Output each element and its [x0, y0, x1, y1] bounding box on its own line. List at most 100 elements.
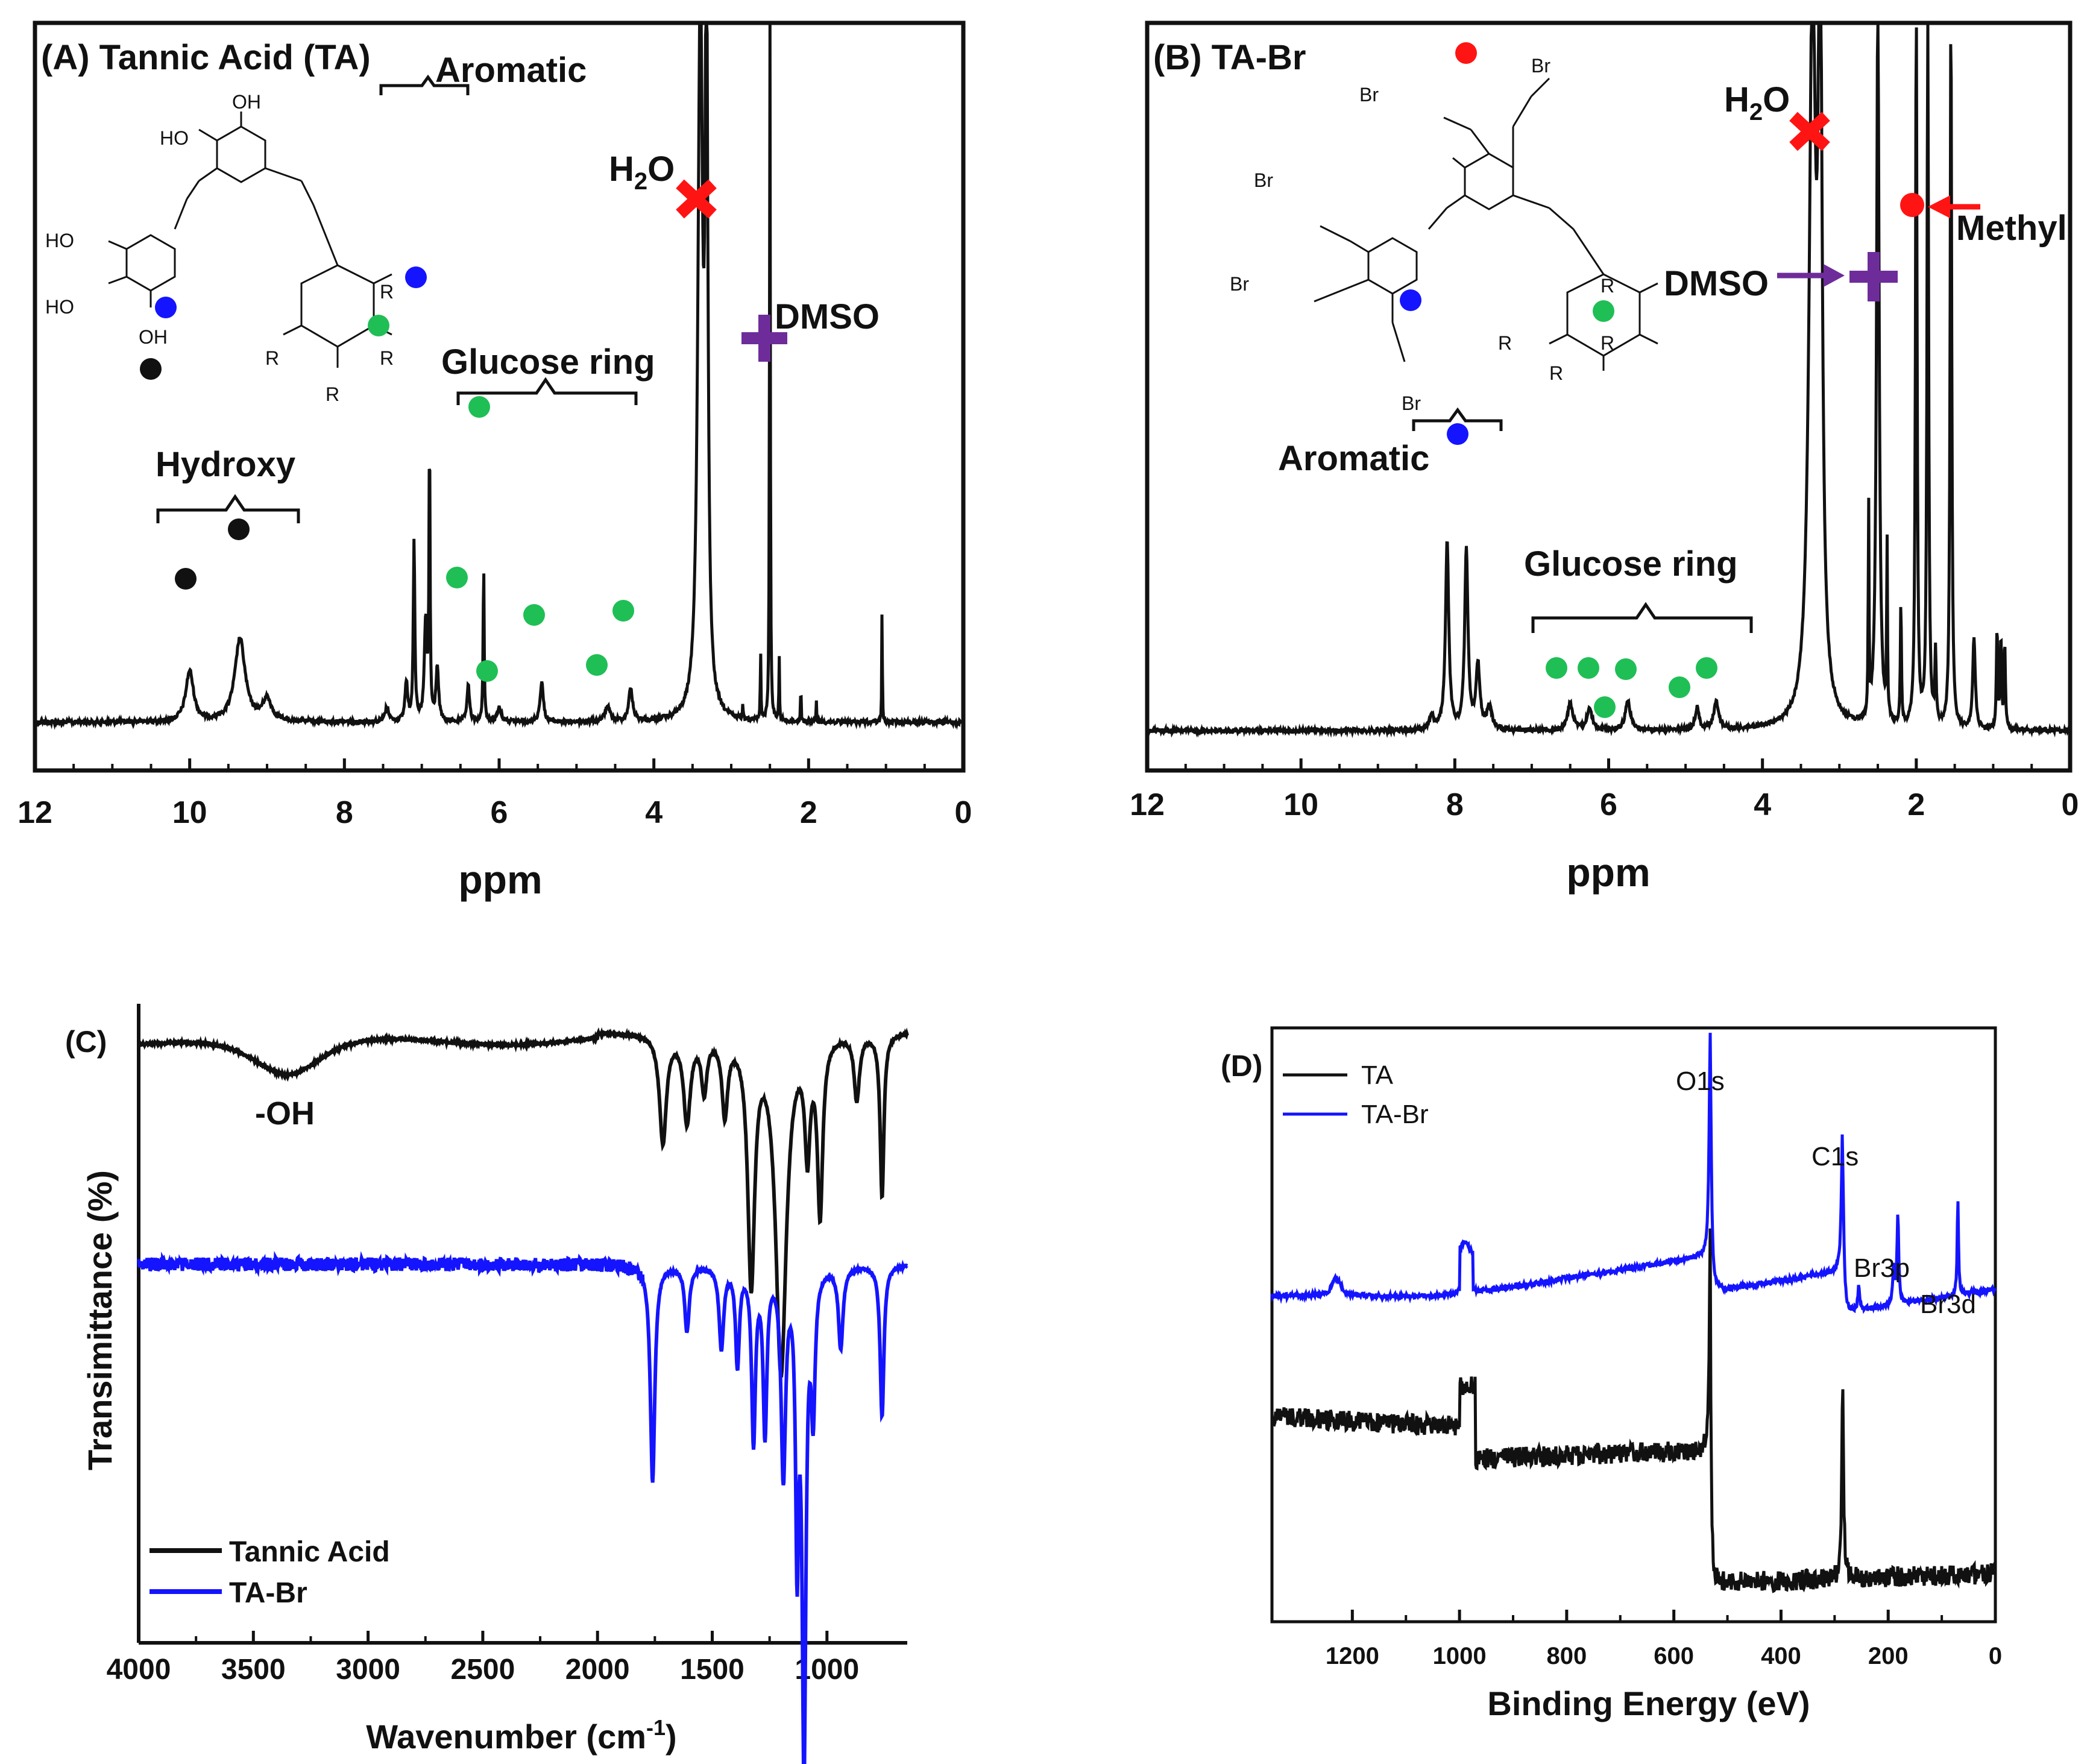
panel-a-x-ticks: 12 10 8 6 4 2 0 — [17, 758, 972, 830]
panel-a-hydroxy-bracket — [156, 494, 300, 523]
marker-red-structure — [1455, 42, 1477, 64]
marker-green-6 — [1696, 657, 1717, 679]
panel-a-h2o-marker — [676, 179, 717, 219]
panel-d-x-label: Binding Energy (eV) — [1487, 1684, 1810, 1722]
svg-text:Br: Br — [1402, 392, 1421, 414]
x-tick-label: 0 — [1989, 1643, 2002, 1669]
legend-item-ta-br: TA-Br — [229, 1577, 307, 1609]
panel-d-br3p-label: Br3p — [1854, 1253, 1910, 1283]
panel-d-o1s-label: O1s — [1676, 1066, 1725, 1096]
marker-green-6 — [612, 600, 634, 622]
panel-a-x-label: ppm — [458, 857, 542, 902]
x-tick-label: 600 — [1654, 1643, 1694, 1669]
panel-b-structure — [1314, 77, 1658, 371]
x-tick-label: 4000 — [107, 1654, 171, 1686]
panel-b-aromatic-bracket — [1412, 407, 1503, 431]
marker-green-4 — [523, 604, 545, 626]
x-tick-label: 6 — [491, 795, 508, 830]
panel-b-peak-markers — [1400, 42, 1717, 718]
marker-green-1 — [1546, 657, 1567, 679]
panel-b-h2o-label: H2O — [1724, 80, 1790, 125]
x-tick-label: 0 — [2062, 787, 2079, 822]
panel-c-title: (C) — [65, 1025, 107, 1059]
marker-green-structure — [1593, 300, 1614, 322]
marker-green-structure — [368, 315, 389, 336]
x-tick-label: 200 — [1868, 1643, 1909, 1669]
panel-b-methyl-arrow — [1928, 195, 1980, 218]
svg-text:Br: Br — [1254, 169, 1273, 191]
x-tick-label: 4 — [645, 795, 663, 830]
x-tick-label: 3500 — [221, 1654, 286, 1686]
panel-a-structure — [108, 112, 392, 368]
marker-green-5 — [1669, 676, 1690, 698]
x-tick-label: 400 — [1761, 1643, 1801, 1669]
x-tick-label: 2000 — [565, 1654, 630, 1686]
panel-c-oh-label: -OH — [255, 1095, 315, 1132]
marker-blue-aromatic — [1447, 423, 1468, 445]
panel-a: (A) Tannic Acid (TA) 12 10 8 6 4 2 0 ppm Aroma… — [17, 20, 972, 902]
panel-d-title: (D) — [1221, 1049, 1262, 1083]
x-tick-label: 0 — [955, 795, 972, 830]
x-tick-label: 4 — [1754, 787, 1771, 822]
panel-a-aromatic-label: Aromatic — [435, 51, 587, 90]
svg-text:R: R — [380, 281, 394, 303]
panel-a-glucose-bracket — [456, 377, 638, 405]
panel-b: (B) TA-Br 12 10 8 6 4 2 0 ppm Aromatic Glucose… — [1130, 20, 2079, 895]
legend-item-ta-br: TA-Br — [1361, 1100, 1429, 1129]
svg-text:OH: OH — [139, 326, 168, 348]
x-tick-label: 8 — [336, 795, 353, 830]
marker-green-4 — [1615, 658, 1637, 680]
x-tick-label: 12 — [1130, 787, 1165, 822]
panel-b-glucose-bracket — [1531, 602, 1753, 633]
panel-b-structure-labels: Br Br Br Br Br R R R R — [1230, 55, 1614, 414]
svg-text:R: R — [326, 383, 339, 405]
x-tick-label: 12 — [17, 795, 52, 830]
panel-c-series-ta-br — [137, 1250, 908, 1764]
panel-d-x-ticks: 1200 1000 800 600 400 200 0 — [1326, 1610, 2002, 1669]
panel-b-title: (B) TA-Br — [1153, 38, 1306, 77]
legend-item-ta: TA — [1361, 1060, 1394, 1090]
x-tick-label: 10 — [1283, 787, 1318, 822]
x-tick-label: 3000 — [336, 1654, 400, 1686]
panel-c-x-label: Wavenumber (cm-1) — [366, 1715, 676, 1756]
svg-text:Br: Br — [1531, 55, 1550, 77]
panel-d-legend: TA TA-Br — [1283, 1060, 1429, 1129]
panel-a-title: (A) Tannic Acid (TA) — [41, 38, 371, 77]
marker-green-2 — [446, 567, 468, 588]
marker-green-2 — [1578, 657, 1599, 679]
panel-b-dmso-label: DMSO — [1664, 264, 1769, 303]
panel-a-spectrum — [33, 22, 965, 730]
svg-text:R: R — [1601, 275, 1614, 297]
marker-blue-aromatic — [405, 266, 427, 288]
svg-text:HO: HO — [160, 127, 189, 149]
svg-text:R: R — [1549, 362, 1563, 384]
x-tick-label: 2 — [1907, 787, 1925, 822]
panel-a-h2o-label: H2O — [609, 150, 675, 195]
marker-green-3 — [1594, 696, 1616, 718]
marker-black-hydroxy-1 — [175, 568, 197, 590]
panel-b-x-ticks: 12 10 8 6 4 2 0 — [1130, 758, 2079, 822]
panel-b-dmso-arrow — [1777, 264, 1845, 287]
panel-c: (C) 4000 3500 3000 2500 2000 1500 1000 -OH Tra… — [65, 1004, 909, 1764]
panel-a-hydroxy-label: Hydroxy — [156, 445, 295, 484]
panel-b-h2o-marker — [1789, 112, 1830, 151]
panel-d-br3d-label: Br3d — [1920, 1290, 1976, 1319]
panel-b-glucose-label: Glucose ring — [1524, 544, 1738, 584]
marker-green-1 — [468, 396, 490, 418]
svg-text:R: R — [1601, 332, 1614, 354]
panel-c-x-ticks: 4000 3500 3000 2500 2000 1500 1000 — [107, 1631, 859, 1686]
panel-a-peak-markers — [140, 266, 634, 682]
panel-c-series-tannic-acid — [137, 1027, 909, 1379]
panel-a-dmso-marker — [741, 315, 787, 362]
panel-b-dmso-marker — [1849, 252, 1898, 301]
panel-a-glucose-label: Glucose ring — [441, 342, 655, 382]
x-tick-label: 1200 — [1326, 1643, 1379, 1669]
marker-blue-structure — [155, 297, 177, 318]
panel-a-dmso-label: DMSO — [775, 297, 880, 336]
marker-green-3 — [476, 660, 498, 682]
panel-a-aromatic-bracket — [379, 74, 470, 95]
panel-b-spectrum — [1145, 22, 2072, 739]
legend-item-tannic-acid: Tannic Acid — [229, 1536, 390, 1568]
svg-text:R: R — [380, 347, 394, 369]
panel-a-structure-labels: OH HO HO HO OH R R R R — [45, 91, 394, 405]
